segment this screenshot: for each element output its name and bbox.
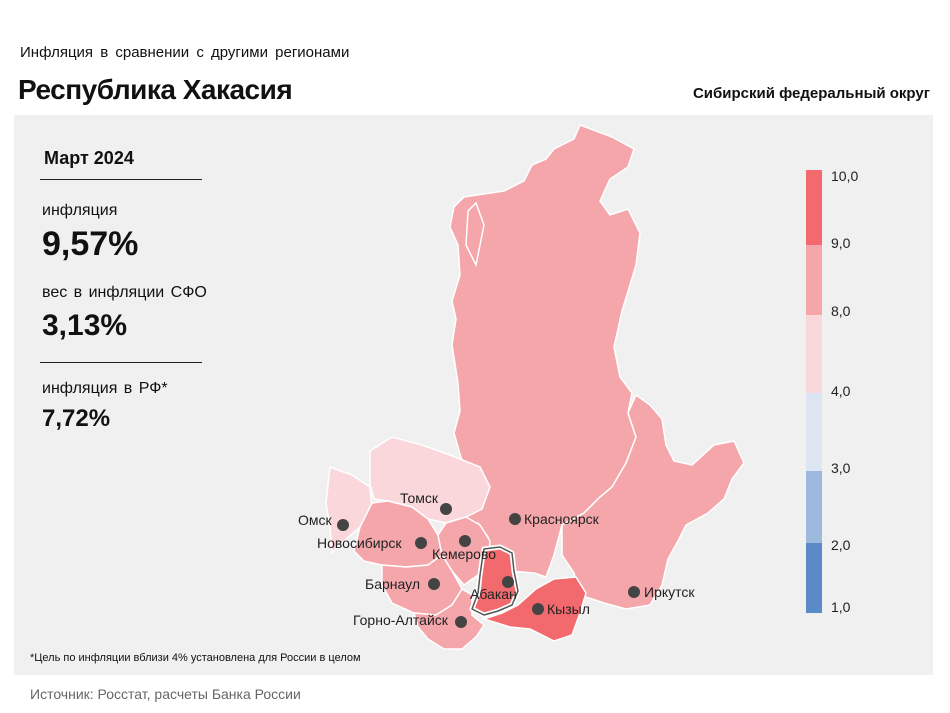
- svg-text:Томск: Томск: [400, 490, 439, 506]
- city-omsk[interactable]: Омск: [298, 512, 349, 531]
- region-khakassia-outline: [471, 546, 519, 616]
- inflation-value: 9,57%: [42, 225, 139, 263]
- city-krasnoyarsk[interactable]: Красноярск: [509, 511, 600, 527]
- city-barnaul[interactable]: Барнаул: [365, 576, 440, 592]
- legend-tick: 2,0: [831, 537, 851, 553]
- city-gorno-altaysk[interactable]: Горно-Алтайск: [353, 612, 467, 628]
- chart-subtitle: Инфляция в сравнении с другими регионами: [20, 44, 350, 61]
- svg-text:Барнаул: Барнаул: [365, 576, 420, 592]
- stats-block: Март 2024 инфляция 9,57% вес в инфляции …: [14, 115, 254, 435]
- divider: [40, 362, 202, 363]
- legend-bin-2-3: [806, 471, 822, 543]
- city-tomsk[interactable]: Томск: [400, 490, 452, 515]
- city-kemerovo[interactable]: Кемерово: [432, 535, 496, 562]
- svg-text:Омск: Омск: [298, 512, 333, 528]
- weight-value: 3,13%: [42, 309, 128, 342]
- city-abakan[interactable]: Абакан: [470, 576, 517, 602]
- color-legend: 10,0 9,0 8,0 4,0 3,0 2,0 1,0: [806, 168, 858, 615]
- city-irkutsk[interactable]: Иркутск: [628, 584, 695, 600]
- federal-district-label: Сибирский федеральный округ: [692, 85, 930, 102]
- legend-bin-9-10: [806, 170, 822, 245]
- svg-text:Иркутск: Иркутск: [644, 584, 695, 600]
- legend-bin-8-9: [806, 245, 822, 315]
- period-label: Март 2024: [44, 148, 134, 168]
- siberia-map: Омск Томск Новосибирск Кемерово Краснояр…: [298, 124, 858, 650]
- legend-tick: 1,0: [831, 599, 851, 615]
- svg-text:Горно-Алтайск: Горно-Алтайск: [353, 612, 449, 628]
- island-shape: [465, 201, 485, 268]
- legend-bin-1-2: [806, 543, 822, 613]
- region-title: Республика Хакасия: [18, 74, 293, 105]
- svg-text:Кемерово: Кемерово: [432, 546, 496, 562]
- svg-text:Абакан: Абакан: [470, 586, 517, 602]
- weight-label: вес в инфляции СФО: [42, 284, 207, 301]
- city-novosibirsk[interactable]: Новосибирск: [317, 535, 427, 551]
- region-altai-republic[interactable]: [412, 587, 485, 650]
- city-kyzyl[interactable]: Кызыл: [532, 601, 590, 617]
- legend-bin-4-8: [806, 315, 822, 393]
- inflation-label: инфляция: [42, 202, 118, 219]
- region-omsk[interactable]: [325, 465, 373, 555]
- svg-text:Кызыл: Кызыл: [547, 601, 590, 617]
- map-panel: Март 2024 инфляция 9,57% вес в инфляции …: [14, 115, 933, 675]
- svg-text:Красноярск: Красноярск: [524, 511, 600, 527]
- legend-tick: 3,0: [831, 460, 851, 476]
- footnote: *Цель по инфляции вблизи 4% установлена …: [30, 652, 361, 664]
- legend-tick: 8,0: [831, 303, 851, 319]
- rf-inflation-value: 7,72%: [42, 405, 111, 432]
- legend-tick: 9,0: [831, 235, 851, 251]
- rf-inflation-label: инфляция в РФ*: [42, 380, 168, 397]
- svg-text:Новосибирск: Новосибирск: [317, 535, 402, 551]
- legend-bin-3-4: [806, 393, 822, 471]
- source-note: Источник: Росстат, расчеты Банка России: [30, 686, 301, 702]
- legend-tick: 10,0: [831, 168, 858, 184]
- legend-tick: 4,0: [831, 383, 851, 399]
- region-irkutsk[interactable]: [561, 393, 745, 610]
- divider: [40, 179, 202, 180]
